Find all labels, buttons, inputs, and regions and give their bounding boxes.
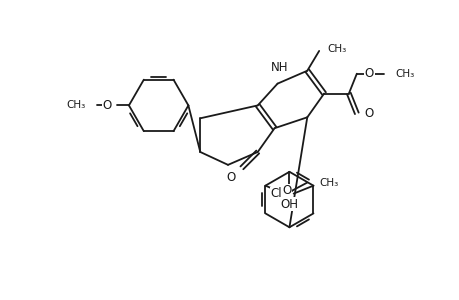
Text: O: O [364,67,373,80]
Text: O: O [226,171,235,184]
Text: O: O [103,99,112,112]
Text: CH₃: CH₃ [326,44,346,54]
Text: O: O [364,107,373,120]
Text: Cl: Cl [269,187,281,200]
Text: CH₃: CH₃ [66,100,85,110]
Text: NH: NH [270,61,288,74]
Text: CH₃: CH₃ [318,178,337,188]
Text: OH: OH [280,198,298,211]
Text: CH₃: CH₃ [395,69,414,79]
Text: O: O [282,184,291,197]
